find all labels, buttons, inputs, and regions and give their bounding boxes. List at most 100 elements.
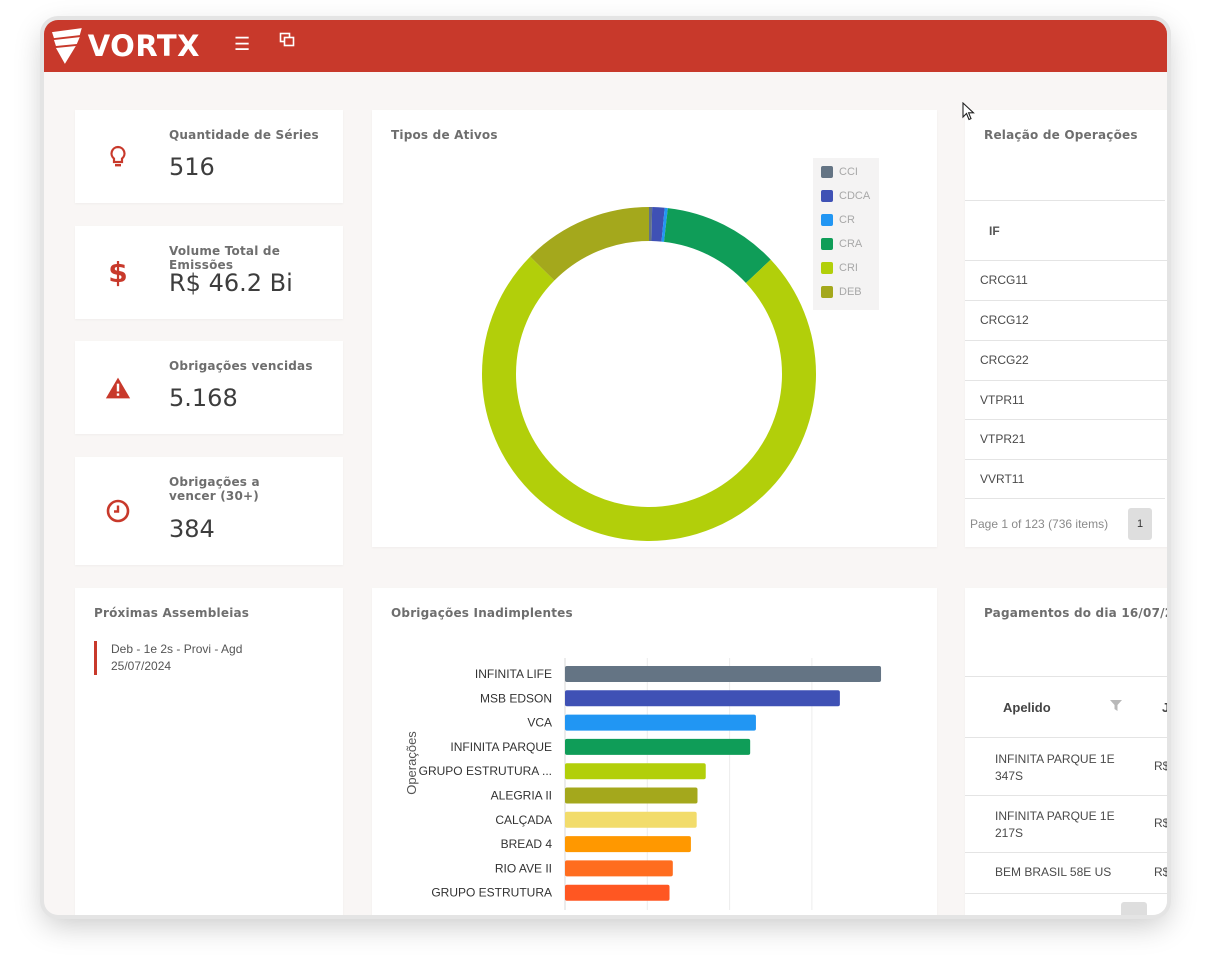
asset-types-donut-chart <box>482 207 816 541</box>
chart-legend: CCI CDCA CR CRA CRI DEB <box>813 158 879 310</box>
payment-row[interactable]: INFINITA PARQUE 1E 217S R$ <box>965 795 1167 852</box>
card-title: Próximas Assembleias <box>94 606 250 620</box>
kpi-card-overdue: Obrigações vencidas 5.168 <box>75 341 343 434</box>
y-tick-label: MSB EDSON <box>480 691 552 705</box>
assembly-description: Deb - 1e 2s - Provi - Agd <box>111 642 243 656</box>
legend-swatch <box>821 190 833 202</box>
legend-swatch <box>821 214 833 226</box>
assemblies-card: Próximas Assembleias Deb - 1e 2s - Provi… <box>75 588 343 915</box>
table-row[interactable]: VTPR11 <box>965 380 1167 419</box>
table-row[interactable]: CRCG11 <box>965 260 1167 300</box>
table-row[interactable]: VTPR21 <box>965 419 1167 459</box>
top-bar: VORTX ☰ <box>44 20 1167 72</box>
brand-name: VORTX <box>87 29 200 63</box>
brand-logo[interactable]: VORTX <box>50 26 200 66</box>
legend-label: DEB <box>839 286 862 298</box>
bar[interactable] <box>565 666 882 682</box>
donut-slice-cdca[interactable] <box>651 207 665 242</box>
card-title: Pagamentos do dia 16/07/20 <box>984 606 1167 620</box>
legend-swatch <box>821 262 833 274</box>
kpi-card-volume: $ Volume Total de Emissões R$ 46.2 Bi <box>75 226 343 319</box>
donut-slice-cri[interactable] <box>482 256 816 541</box>
kpi-value: R$ 46.2 Bi <box>169 269 293 297</box>
payments-table-header: Apelido J <box>965 676 1167 737</box>
bar[interactable] <box>565 811 697 828</box>
table-row[interactable]: VVRT11 <box>965 459 1167 499</box>
legend-swatch <box>821 238 833 250</box>
legend-item[interactable]: DEB <box>821 286 862 298</box>
table-divider <box>965 498 1165 500</box>
assembly-item[interactable]: Deb - 1e 2s - Provi - Agd 25/07/2024 <box>94 641 242 675</box>
legend-item[interactable]: CDCA <box>821 190 870 202</box>
payment-value: R$ <box>1154 759 1167 773</box>
kpi-value: 5.168 <box>169 384 238 412</box>
clock-icon <box>105 496 131 526</box>
bar[interactable] <box>565 884 670 901</box>
card-title: Obrigações Inadimplentes <box>391 606 573 620</box>
y-tick-label: CALÇADA <box>495 813 552 827</box>
legend-swatch <box>821 166 833 178</box>
bar[interactable] <box>565 836 691 853</box>
kpi-title: Obrigações vencidas <box>169 359 313 373</box>
bar[interactable] <box>565 714 756 731</box>
legend-label: CRI <box>839 262 858 274</box>
assembly-date: 25/07/2024 <box>111 659 172 673</box>
bar[interactable] <box>565 738 751 755</box>
legend-label: CDCA <box>839 190 871 202</box>
payment-value: R$ <box>1154 865 1167 879</box>
y-tick-label: ALEGRIA II <box>491 789 552 803</box>
column-header-j[interactable]: J <box>1162 699 1167 715</box>
table-row[interactable]: CRCG12 <box>965 300 1167 340</box>
payment-row[interactable]: INFINITA PARQUE 1E 347S R$ <box>965 737 1167 795</box>
column-header-if[interactable]: IF <box>989 223 1000 238</box>
bar[interactable] <box>565 860 673 877</box>
payment-row[interactable]: BEM BRASIL 58E US R$ <box>965 852 1167 893</box>
legend-label: CRA <box>839 238 863 250</box>
hamburger-menu-icon[interactable]: ☰ <box>234 34 251 54</box>
payments-card: Pagamentos do dia 16/07/20 Apelido J INF… <box>965 588 1167 915</box>
kpi-value: 384 <box>169 515 215 543</box>
payment-name: BEM BRASIL 58E US <box>995 865 1112 879</box>
table-header: IF <box>965 200 1165 260</box>
y-tick-label: GRUPO ESTRUTURA <box>431 886 552 900</box>
payment-name: INFINITA PARQUE 1E 217S <box>995 809 1115 840</box>
page-1-button[interactable]: 1 <box>1128 508 1152 540</box>
warning-icon <box>105 373 131 403</box>
legend-item[interactable]: CRA <box>821 238 862 250</box>
card-title: Tipos de Ativos <box>391 128 498 142</box>
filter-icon[interactable] <box>1110 699 1122 714</box>
y-tick-label: GRUPO ESTRUTURA ... <box>419 764 552 778</box>
pager-button[interactable] <box>1121 902 1147 915</box>
bar[interactable] <box>565 763 706 780</box>
legend-item[interactable]: CRI <box>821 262 858 274</box>
kpi-title: Volume Total de Emissões <box>169 244 281 272</box>
bar[interactable] <box>565 690 840 707</box>
column-header-apelido[interactable]: Apelido <box>1003 699 1051 715</box>
donut-slice-cra[interactable] <box>663 208 771 284</box>
table-divider <box>965 893 1167 895</box>
pager-info: Page 1 of 123 (736 items) <box>970 517 1109 531</box>
kpi-card-upcoming: Obrigações a vencer (30+) 384 <box>75 457 343 565</box>
payment-name: INFINITA PARQUE 1E 347S <box>995 752 1115 783</box>
y-tick-label: INFINITA LIFE <box>475 667 552 681</box>
legend-item[interactable]: CCI <box>821 166 858 178</box>
operations-card: Relação de Operações IF CRCG11 CRCG12 CR… <box>965 110 1167 547</box>
windows-icon[interactable] <box>279 32 295 53</box>
donut-slice-deb[interactable] <box>530 207 650 281</box>
app-window: VORTX ☰ Quantidade de Séries 516 $ Volum… <box>44 20 1167 915</box>
legend-label: CR <box>839 214 855 226</box>
legend-swatch <box>821 286 833 298</box>
defaults-card: Obrigações Inadimplentes Operações 01002… <box>372 588 937 915</box>
vortx-logo-icon <box>51 28 82 64</box>
y-tick-label: RIO AVE II <box>495 861 552 875</box>
kpi-card-series: Quantidade de Séries 516 <box>75 110 343 203</box>
lightbulb-icon <box>105 142 131 172</box>
payment-value: R$ <box>1154 816 1167 830</box>
kpi-title: Quantidade de Séries <box>169 128 319 142</box>
card-title: Relação de Operações <box>984 128 1138 142</box>
legend-item[interactable]: CR <box>821 214 855 226</box>
bar[interactable] <box>565 787 698 804</box>
kpi-value: 516 <box>169 153 215 181</box>
table-row[interactable]: CRCG22 <box>965 340 1167 380</box>
kpi-title: Obrigações a vencer (30+) <box>169 475 260 503</box>
